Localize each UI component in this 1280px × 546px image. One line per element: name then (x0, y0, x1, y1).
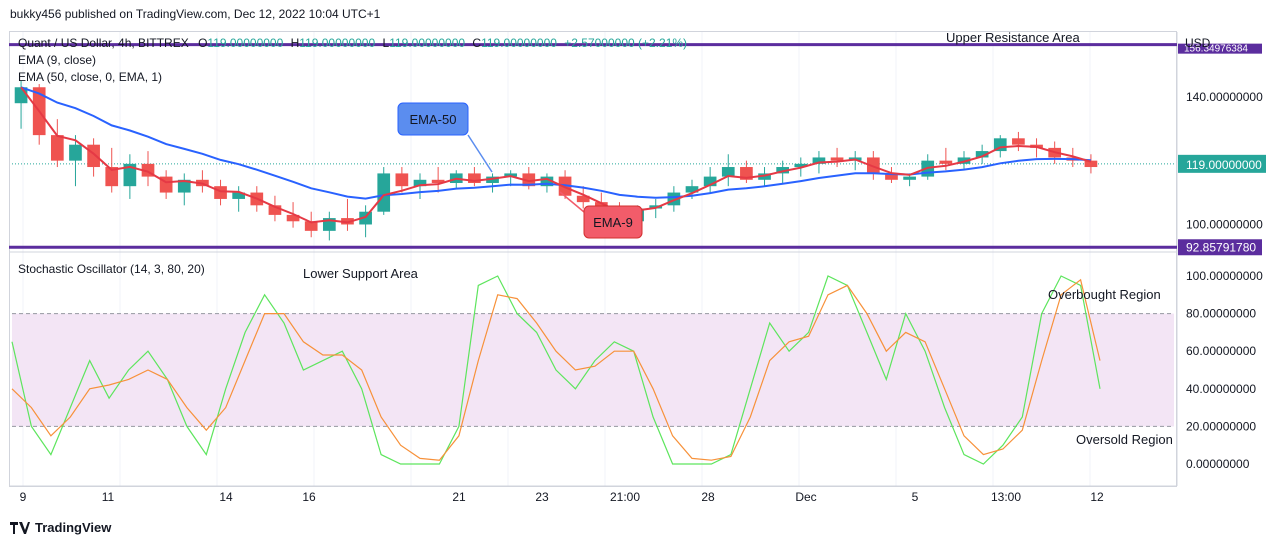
candle-body (1012, 138, 1025, 145)
stoch-d-line (11, 278, 1101, 461)
candle-body (703, 176, 717, 187)
legend-ema50: EMA (50, close, 0, EMA, 1) (18, 70, 163, 84)
candle-body (214, 186, 227, 199)
candle-body (885, 173, 898, 180)
upper-resistance-badge (1178, 43, 1262, 54)
legend-l-value: 119.00000000 (389, 36, 466, 50)
time-tick-label: 9 (20, 490, 27, 504)
upper-resistance-label: Upper Resistance Area (946, 30, 1080, 45)
legend-ema9: EMA (9, close) (18, 53, 97, 67)
price-tick-label: 140.00000000 (1186, 90, 1263, 104)
candle-body (794, 163, 808, 168)
tradingview-icon (10, 521, 30, 534)
time-tick-label: 13:00 (991, 490, 1021, 504)
lower-support-label: Lower Support Area (303, 266, 419, 281)
candle-body (504, 173, 518, 177)
legend-h-value: 119.00000000 (299, 36, 376, 50)
overbought-label: Overbought Region (1048, 287, 1161, 302)
candle-body (903, 176, 916, 180)
price-tick-label: 100.00000000 (1186, 217, 1263, 231)
ema50-callout-label: EMA-50 (410, 112, 457, 127)
time-tick-label: 23 (535, 490, 549, 504)
lower-support-value: 92.85791780 (1186, 240, 1256, 254)
candle-body (431, 179, 445, 183)
candle-body (177, 179, 191, 193)
candle-body (232, 192, 246, 199)
legend-symbol: Quant / US Dollar, 4h, BITTREX (18, 36, 189, 50)
legend-l-label: L (382, 36, 390, 50)
stoch-tick-label: 40.00000000 (1186, 382, 1256, 396)
candle-body (105, 167, 119, 187)
candle-body (721, 167, 735, 177)
oversold-label: Oversold Region (1076, 432, 1173, 447)
legend-stoch: Stochastic Oscillator (14, 3, 80, 20) (18, 262, 205, 276)
candle-body (486, 176, 499, 183)
candle-body (776, 167, 790, 174)
time-tick-label: 14 (219, 490, 233, 504)
candle-body (395, 173, 409, 187)
time-tick-label: Dec (795, 490, 816, 504)
stoch-tick-label: 0.00000000 (1186, 457, 1250, 471)
stoch-band (12, 313, 1174, 427)
candle-body (830, 157, 844, 161)
candle-body (866, 157, 880, 174)
lower-support-badge (1178, 239, 1262, 256)
candle-body (50, 135, 64, 161)
candle-body (522, 173, 536, 187)
candle-body (685, 186, 699, 193)
candle-body (377, 173, 391, 212)
upper-resistance-value: 156.34976384 (1184, 44, 1248, 55)
stoch-tick-label: 60.00000000 (1186, 344, 1256, 358)
time-tick-label: 5 (912, 490, 919, 504)
candle-body (69, 144, 82, 161)
candle-body (341, 218, 354, 225)
candle-body (1084, 160, 1098, 168)
candle-body (123, 163, 137, 187)
candle-body (576, 195, 590, 203)
ema9-line (20, 86, 1092, 224)
candle-body (468, 173, 481, 183)
stoch-tick-label: 100.00000000 (1186, 269, 1263, 283)
candle-body (268, 205, 282, 215)
legend-change: +2.57000000 (+2.21%) (564, 36, 688, 50)
price-axis-currency: USD (1185, 36, 1211, 50)
ema9-callout-pointer (559, 191, 585, 213)
current-price-badge (1178, 154, 1266, 173)
candle-body (304, 221, 318, 231)
time-tick-label: 21 (452, 490, 466, 504)
time-tick-label: 11 (102, 490, 115, 504)
candle-body (939, 160, 953, 164)
candle-body (87, 144, 100, 168)
ema50-callout-pointer (467, 134, 493, 173)
candle-body (413, 179, 427, 187)
candle-body (540, 176, 554, 187)
time-tick-label: 28 (701, 490, 715, 504)
legend-o-value: 119.00000000 (207, 36, 284, 50)
published-line: bukky456 published on TradingView.com, D… (10, 7, 381, 21)
candle-body (975, 151, 989, 158)
time-tick-label: 21:00 (610, 490, 640, 504)
candle-body (359, 211, 372, 225)
legend-ohlc: Quant / US Dollar, 4h, BITTREX O119.0000… (18, 36, 687, 50)
ema50-callout-box (397, 102, 469, 136)
brand-name: TradingView (35, 520, 112, 535)
legend-o-label: O (198, 36, 208, 50)
current-price-value: 119.00000000 (1186, 158, 1262, 172)
legend-c-value: 119.00000000 (481, 36, 557, 50)
stoch-tick-label: 80.00000000 (1186, 307, 1256, 321)
legend-c-label: C (472, 36, 482, 50)
candle-body (286, 214, 300, 222)
stoch-tick-label: 20.00000000 (1186, 419, 1256, 433)
ema9-callout-label: EMA-9 (593, 215, 633, 230)
time-tick-label: 16 (302, 490, 316, 504)
tradingview-logo: TradingView (10, 520, 111, 535)
time-tick-label: 12 (1090, 490, 1104, 504)
ema9-callout-box (583, 205, 643, 239)
legend-h-label: H (290, 36, 300, 50)
candle-body (812, 157, 826, 164)
